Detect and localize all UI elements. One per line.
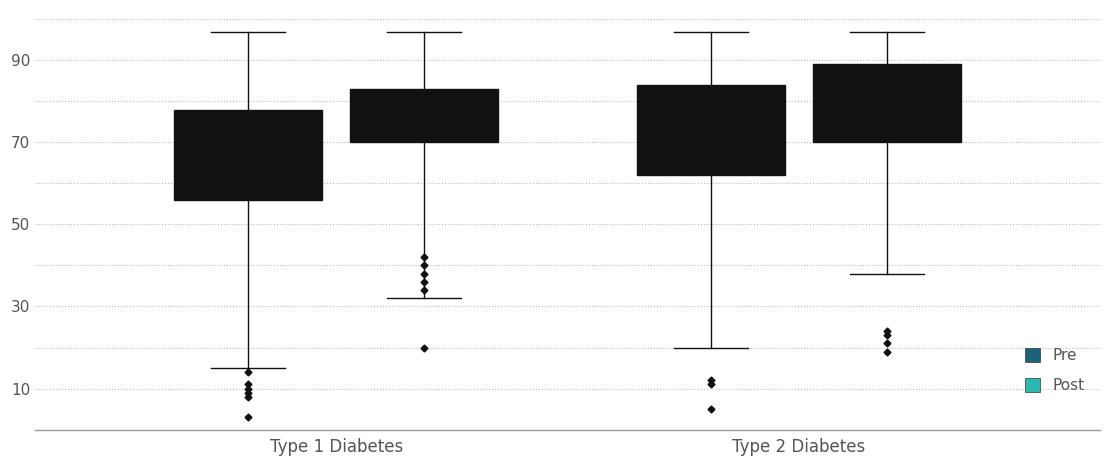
PathPatch shape bbox=[350, 89, 498, 142]
Legend: Pre, Post: Pre, Post bbox=[1018, 340, 1092, 401]
PathPatch shape bbox=[637, 85, 785, 175]
PathPatch shape bbox=[813, 64, 961, 142]
PathPatch shape bbox=[174, 110, 322, 200]
